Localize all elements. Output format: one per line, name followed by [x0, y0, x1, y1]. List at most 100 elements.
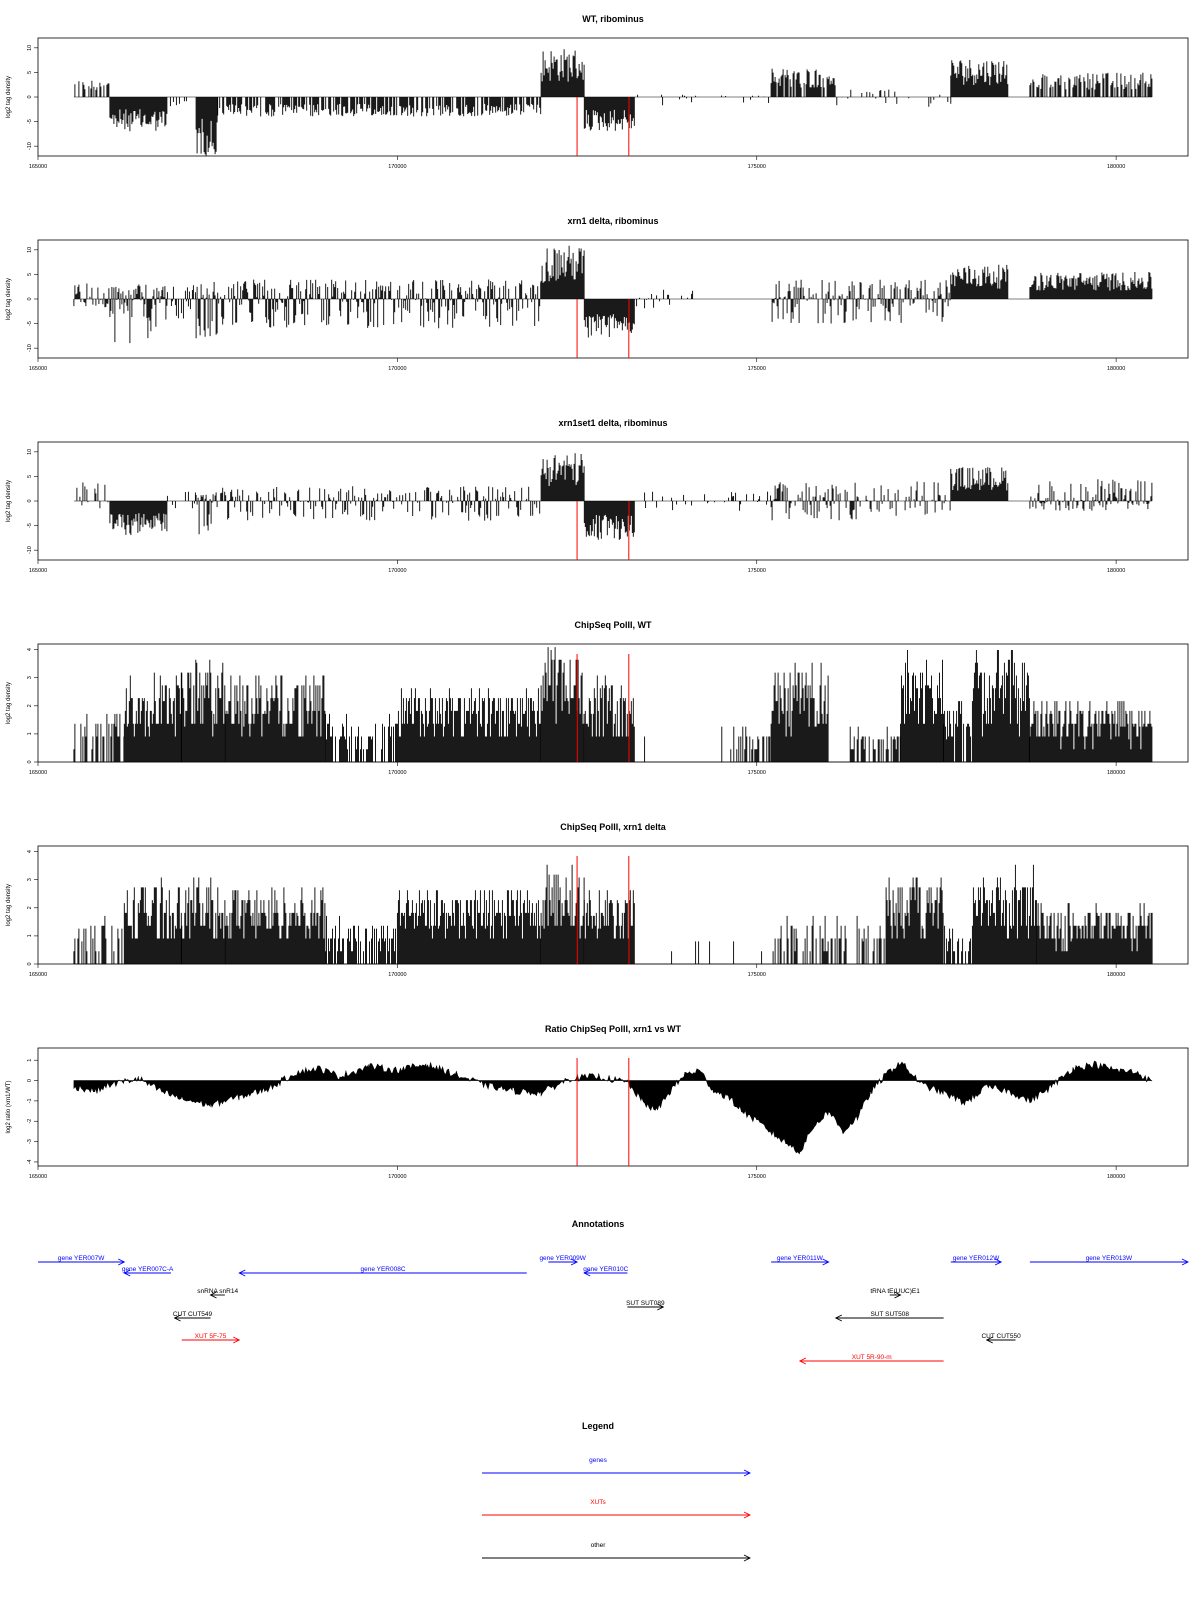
- arrow-head: [173, 1314, 181, 1322]
- y-tick-label: -5: [27, 321, 33, 326]
- y-tick-label: 10: [27, 247, 33, 253]
- bar-cluster: [181, 659, 226, 762]
- x-tick-label: 175000: [748, 770, 766, 776]
- x-tick-label: 170000: [388, 1174, 406, 1180]
- x-tick-label: 180000: [1107, 568, 1125, 574]
- bar-cluster: [1029, 479, 1153, 511]
- bar-cluster: [195, 282, 218, 339]
- plot-frame: [37, 1047, 1189, 1167]
- annotation-feature: gene YER007C-A: [122, 1266, 174, 1277]
- y-tick-label: 0: [27, 1079, 33, 1082]
- arrow-head: [822, 1258, 830, 1266]
- annotation-label: gene YER012W: [953, 1255, 1000, 1262]
- annotation-feature: CUT CUT550: [981, 1333, 1021, 1344]
- x-tick-label: 175000: [748, 972, 766, 978]
- y-tick-label: 5: [27, 475, 33, 478]
- panel-3: ChipSeq PolII, WT log2 tag density 0 1 2 3 4 16…: [6, 620, 1189, 776]
- legend-label: other: [591, 1542, 607, 1549]
- annotation-label: gene YER007C-A: [122, 1266, 174, 1273]
- bar-cluster: [74, 80, 110, 97]
- arrow-head: [118, 1258, 126, 1266]
- annotation-feature: SUT SUT508: [834, 1311, 944, 1322]
- y-tick-label: 5: [27, 71, 33, 74]
- bar-cluster: [109, 501, 168, 536]
- arrow-head: [209, 1291, 217, 1299]
- legend-items: genes XUTs other: [482, 1457, 752, 1562]
- annotation-label: SUT SUT089: [626, 1300, 665, 1307]
- legend-item: XUTs: [482, 1499, 752, 1519]
- bar-cluster: [770, 662, 829, 762]
- bar-cluster: [73, 915, 123, 964]
- panel-4: ChipSeq PolII, xrn1 delta log2 tag densit…: [6, 822, 1189, 978]
- y-tick-label: 2: [27, 704, 33, 707]
- bar-cluster: [166, 285, 196, 319]
- annotation-feature: CUT CUT549: [173, 1311, 213, 1322]
- legend: Legend genes XUTs other: [482, 1421, 752, 1562]
- annotation-label: gene YER009W: [539, 1255, 586, 1262]
- bar-cluster: [123, 672, 182, 762]
- bar-cluster: [109, 97, 168, 132]
- bar-cluster: [943, 701, 972, 762]
- bar-cluster: [971, 650, 1030, 762]
- bar-cluster: [1029, 72, 1153, 97]
- bar-cluster: [540, 647, 585, 762]
- x-tick-label: 165000: [29, 366, 47, 372]
- y-tick-label: -10: [27, 546, 33, 554]
- x-tick-label: 180000: [1107, 1174, 1125, 1180]
- x-tick-label: 165000: [29, 164, 47, 170]
- arrow-head: [894, 1291, 902, 1299]
- panel-0: WT, ribominus log2 tag density -10 -5 0 5 10 16…: [6, 14, 1189, 170]
- y-tick-label: -10: [27, 142, 33, 150]
- x-tick-label: 180000: [1107, 770, 1125, 776]
- panel-title: ChipSeq PolII, xrn1 delta: [560, 822, 667, 832]
- y-tick-label: 3: [27, 676, 33, 679]
- annotation-feature: gene YER008C: [238, 1266, 527, 1277]
- data-marks: [73, 864, 1153, 965]
- bar-cluster: [217, 97, 542, 117]
- annotation-label: tRNA tE(UUC)E1: [870, 1288, 920, 1295]
- annotations-title: Annotations: [572, 1219, 625, 1229]
- x-tick-label: 165000: [29, 972, 47, 978]
- y-tick-label: -3: [27, 1139, 33, 1144]
- y-tick-label: 5: [27, 273, 33, 276]
- arrow-head: [834, 1314, 843, 1322]
- annotation-label: gene YER008C: [360, 1266, 405, 1273]
- legend-item: genes: [482, 1457, 752, 1477]
- bar-cluster: [396, 890, 541, 964]
- x-tick-label: 175000: [748, 164, 766, 170]
- y-tick-label: 1: [27, 1059, 33, 1062]
- bar-cluster: [195, 492, 218, 535]
- x-tick-label: 170000: [388, 164, 406, 170]
- y-tick-label: -10: [27, 344, 33, 352]
- bar-cluster: [900, 650, 944, 762]
- bar-cluster: [770, 481, 951, 521]
- bar-cluster: [950, 59, 1009, 97]
- legend-item: other: [482, 1542, 752, 1562]
- bar-cluster: [950, 467, 1009, 501]
- y-tick-label: 0: [27, 499, 33, 502]
- x-tick-label: 170000: [388, 972, 406, 978]
- annotation-feature: XUT 5R-90-m: [798, 1354, 944, 1365]
- bar-cluster: [772, 915, 887, 964]
- y-tick-label: -4: [27, 1159, 33, 1164]
- annotation-label: SUT SUT508: [870, 1311, 909, 1318]
- panel-2: xrn1set1 delta, ribominus log2 tag densit…: [6, 418, 1189, 574]
- bar-cluster: [770, 68, 836, 97]
- bar-cluster: [540, 453, 585, 501]
- annotation-label: CUT CUT550: [981, 1333, 1021, 1340]
- legend-label: genes: [589, 1457, 607, 1464]
- annotation-label: XUT 5R-90-m: [852, 1354, 892, 1361]
- y-tick-label: 10: [27, 449, 33, 455]
- bar-cluster: [181, 877, 226, 964]
- bar-cluster: [169, 97, 187, 107]
- y-tick-label: 0: [27, 962, 33, 965]
- bar-cluster: [1036, 903, 1153, 964]
- panel-title: Ratio ChipSeq PolII, xrn1 vs WT: [545, 1024, 682, 1034]
- y-tick-label: -2: [27, 1119, 33, 1124]
- bar-cluster: [1029, 272, 1153, 299]
- bar-cluster: [325, 915, 396, 964]
- bar-cluster: [224, 675, 326, 762]
